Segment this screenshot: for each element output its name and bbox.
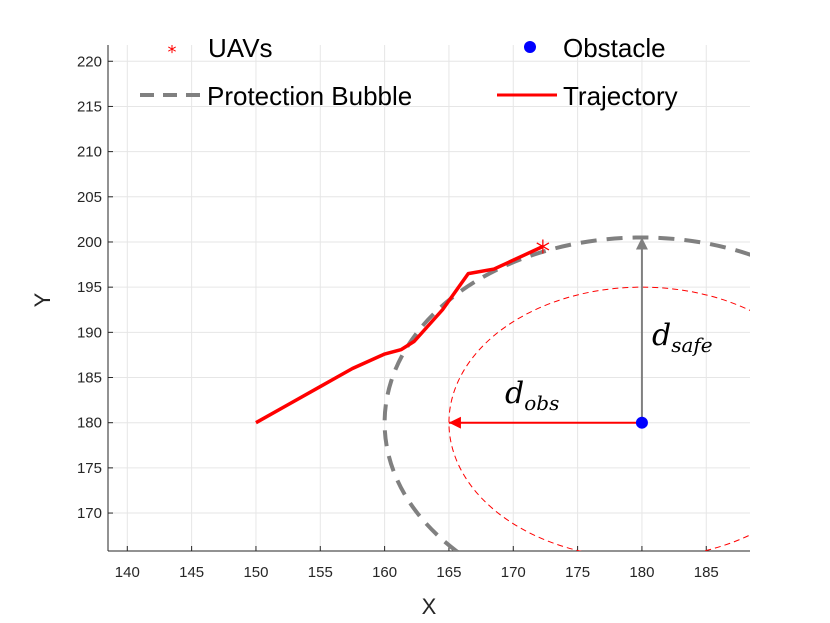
y-axis-label: Y <box>30 292 55 307</box>
d-obs-annotation: dobs <box>505 376 559 415</box>
obstacle-marker <box>635 416 648 429</box>
grid-lines <box>108 45 750 551</box>
uav-marker <box>536 239 550 254</box>
x-tick-label: 150 <box>243 564 268 581</box>
x-tick-label: 145 <box>179 564 204 581</box>
x-axis-label: X <box>422 594 437 619</box>
y-tick-label: 175 <box>77 460 102 477</box>
x-tick-label: 140 <box>115 564 140 581</box>
legend-label-protection-bubble: Protection Bubble <box>207 81 412 111</box>
y-tick-label: 195 <box>77 279 102 296</box>
y-tick-label: 180 <box>77 415 102 432</box>
legend: * UAVs Obstacle Protection Bubble Trajec… <box>140 33 678 111</box>
legend-marker-uavs: * <box>168 42 177 63</box>
trajectory-line <box>255 244 544 425</box>
y-tick-label: 205 <box>77 189 102 206</box>
x-tick-label: 170 <box>501 564 526 581</box>
y-tick-label: 185 <box>77 370 102 387</box>
uav-marker-stroke <box>536 242 550 251</box>
x-tick-label: 180 <box>629 564 654 581</box>
axes <box>107 45 750 552</box>
y-tick-label: 190 <box>77 324 102 341</box>
tick-labels: 140 145 150 155 160 165 170 175 180 185 170 175 180 1… <box>77 53 719 581</box>
x-tick-label: 155 <box>308 564 333 581</box>
legend-label-obstacle: Obstacle <box>563 33 666 63</box>
y-tick-label: 220 <box>77 53 102 70</box>
plot-area <box>255 235 750 551</box>
y-tick-label: 215 <box>77 98 102 115</box>
x-tick-label: 165 <box>436 564 461 581</box>
y-tick-label: 200 <box>77 234 102 251</box>
annotations: dobs dsafe <box>505 318 713 415</box>
x-tick-label: 185 <box>694 564 719 581</box>
y-tick-label: 170 <box>77 505 102 522</box>
x-tick-label: 175 <box>565 564 590 581</box>
legend-label-trajectory: Trajectory <box>563 81 678 111</box>
d-safe-annotation: dsafe <box>652 318 713 357</box>
legend-marker-obstacle <box>524 41 536 53</box>
x-tick-label: 160 <box>372 564 397 581</box>
y-tick-label: 210 <box>77 144 102 161</box>
legend-label-uavs: UAVs <box>208 33 273 63</box>
